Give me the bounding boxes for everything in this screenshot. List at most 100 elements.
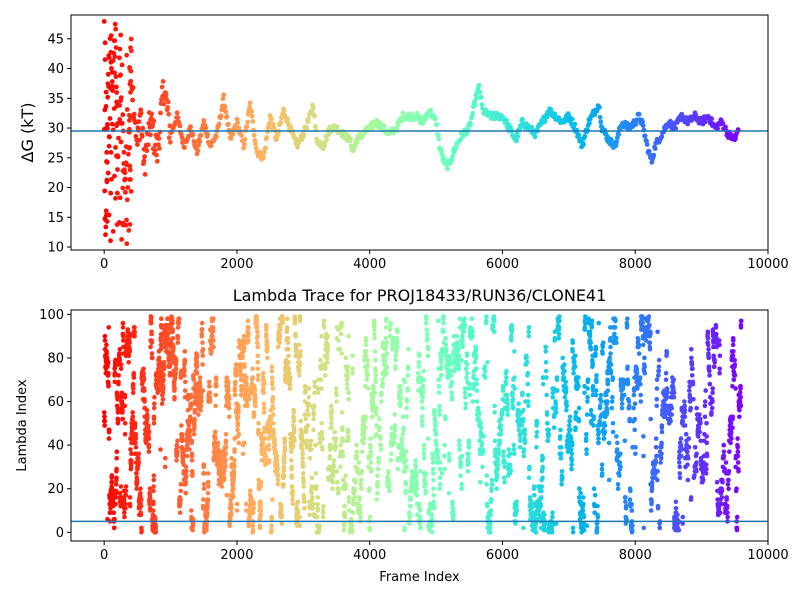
delta-g-point <box>126 145 132 151</box>
lambda-point <box>507 451 513 457</box>
lambda-point <box>543 344 548 350</box>
lambda-point <box>408 495 414 500</box>
lambda-point <box>230 484 236 489</box>
lambda-point <box>194 370 200 376</box>
lambda-point <box>247 488 253 494</box>
delta-g-point <box>121 149 127 155</box>
lambda-point <box>133 440 138 446</box>
lambda-point <box>270 386 276 391</box>
lambda-point <box>474 381 479 387</box>
delta-g-point <box>598 119 604 125</box>
lambda-point <box>123 488 129 494</box>
lambda-point <box>441 329 447 335</box>
lambda-point <box>488 512 493 518</box>
lambda-point <box>336 338 341 343</box>
lambda-point <box>525 370 531 376</box>
lambda-point <box>273 449 279 455</box>
lambda-point <box>345 427 351 433</box>
lambda-point <box>590 362 596 367</box>
lambda-point <box>251 506 256 511</box>
lambda-point <box>526 329 531 335</box>
lambda-point <box>600 351 605 356</box>
lambda-point <box>543 368 549 374</box>
lambda-point <box>495 462 501 468</box>
lambda-point <box>521 453 527 459</box>
delta-g-point <box>104 219 110 224</box>
lambda-point <box>540 475 545 481</box>
delta-g-point <box>326 132 331 138</box>
lambda-point <box>138 490 143 496</box>
lambda-point <box>132 333 137 339</box>
lambda-point <box>287 386 293 391</box>
lambda-point <box>431 503 437 509</box>
lambda-point <box>230 492 236 498</box>
lambda-point <box>311 403 317 409</box>
lambda-point <box>221 475 227 481</box>
lambda-point <box>117 490 123 496</box>
lambda-point <box>374 412 379 417</box>
lambda-point <box>395 466 401 472</box>
lambda-point <box>285 316 290 322</box>
delta-g-point <box>113 195 118 201</box>
lambda-point <box>403 458 409 463</box>
lambda-point <box>236 431 242 437</box>
lambda-point <box>263 445 268 450</box>
lambda-point <box>285 336 291 341</box>
delta-g-point <box>253 145 259 151</box>
lambda-point <box>335 479 340 485</box>
lambda-point <box>372 331 377 337</box>
lambda-point <box>206 484 211 489</box>
lambda-point <box>263 453 269 459</box>
lambda-point <box>291 416 297 422</box>
lambda-point <box>102 423 107 428</box>
delta-g-point <box>177 123 183 129</box>
lambda-point <box>522 438 528 444</box>
lambda-point <box>223 445 229 450</box>
lambda-point <box>433 431 439 437</box>
lambda-point <box>211 316 216 322</box>
lambda-point <box>418 525 423 531</box>
lambda-point <box>340 453 346 459</box>
delta-g-point <box>304 125 310 131</box>
lambda-point <box>295 499 301 505</box>
x-tick-label: 2000 <box>220 257 253 272</box>
lambda-point <box>392 412 398 417</box>
lambda-point <box>246 325 251 330</box>
lambda-point <box>613 318 618 324</box>
delta-g-point <box>433 116 438 121</box>
lambda-point <box>127 503 133 509</box>
lambda-point <box>288 375 293 380</box>
lambda-point <box>267 425 273 431</box>
lambda-point <box>162 464 168 470</box>
lambda-point <box>190 523 196 528</box>
lambda-point <box>373 373 379 378</box>
lambda-point <box>113 495 119 500</box>
lambda-point <box>300 455 306 461</box>
lambda-point <box>345 373 350 378</box>
delta-g-point <box>159 84 165 90</box>
lambda-point <box>142 388 147 393</box>
delta-g-point <box>135 142 140 147</box>
lambda-point <box>275 344 281 350</box>
lambda-point <box>260 370 266 376</box>
lambda-point <box>141 370 146 376</box>
lambda-point <box>570 442 575 448</box>
lambda-point <box>260 440 266 446</box>
lambda-point <box>525 392 531 398</box>
lambda-point <box>608 351 613 356</box>
lambda-point <box>132 421 138 426</box>
lambda-point <box>182 388 188 393</box>
lambda-point <box>310 501 316 507</box>
delta-g-point <box>214 134 219 139</box>
delta-g-point <box>249 109 255 114</box>
delta-g-point <box>119 62 125 68</box>
delta-g-point <box>130 97 136 103</box>
lambda-point <box>456 366 462 372</box>
lambda-point <box>466 460 471 465</box>
lambda-point <box>516 427 522 433</box>
y-tick-label: 45 <box>47 32 64 47</box>
lambda-point <box>155 386 161 391</box>
x-tick-label: 4000 <box>353 257 386 272</box>
delta-g-point <box>115 167 120 172</box>
lambda-point <box>228 501 234 507</box>
